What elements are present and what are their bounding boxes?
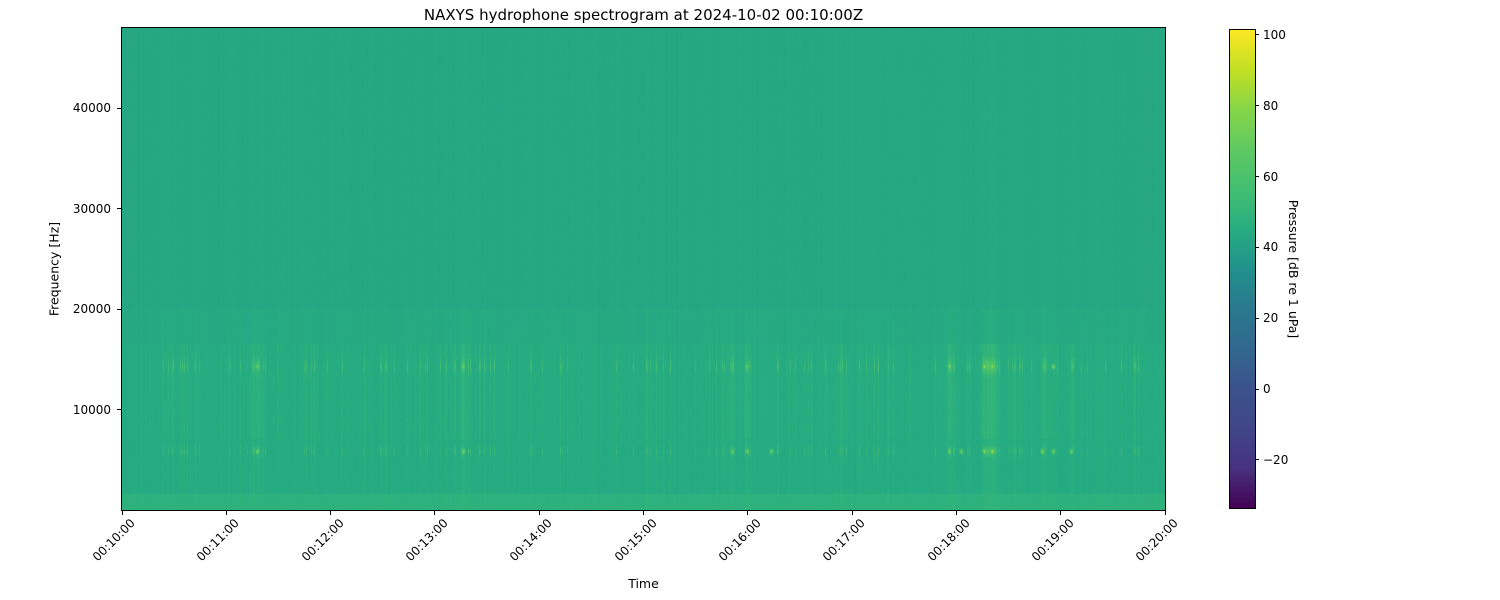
x-axis-label: Time bbox=[628, 576, 659, 591]
x-axis-tick bbox=[434, 511, 436, 515]
x-axis-tick-label: 00:20:00 bbox=[1132, 516, 1181, 565]
colorbar-tick bbox=[1255, 176, 1259, 178]
spectrogram-canvas bbox=[122, 28, 1165, 510]
x-axis-tick bbox=[538, 511, 540, 515]
x-axis-tick-label: 00:18:00 bbox=[924, 516, 973, 565]
y-axis-tick bbox=[117, 208, 121, 210]
y-axis-tick-label: 20000 bbox=[72, 302, 111, 317]
x-axis-tick bbox=[330, 511, 332, 515]
colorbar-tick-label: 0 bbox=[1263, 382, 1271, 397]
x-axis-tick-label: 00:15:00 bbox=[611, 516, 660, 565]
x-axis-tick bbox=[643, 511, 644, 515]
y-axis-tick-label: 30000 bbox=[72, 201, 111, 216]
x-axis-tick-label: 00:13:00 bbox=[402, 516, 451, 565]
y-axis-tick-label: 10000 bbox=[72, 402, 111, 417]
x-axis-tick-label: 00:17:00 bbox=[819, 516, 869, 565]
y-axis-tick bbox=[117, 409, 121, 411]
colorbar-tick-label: −20 bbox=[1263, 452, 1289, 467]
colorbar-tick bbox=[1255, 317, 1259, 319]
x-axis-tick bbox=[955, 511, 957, 515]
x-axis-tick-label: 00:14:00 bbox=[507, 516, 556, 565]
colorbar-tick-label: 100 bbox=[1263, 27, 1286, 42]
colorbar-tick-label: 20 bbox=[1263, 311, 1279, 326]
colorbar-tick-label: 60 bbox=[1263, 169, 1279, 184]
colorbar-tick bbox=[1255, 105, 1259, 107]
x-axis-tick bbox=[225, 511, 227, 515]
x-axis-tick bbox=[1164, 511, 1166, 515]
x-axis-tick-label: 00:16:00 bbox=[715, 516, 764, 565]
x-axis-tick-label: 00:10:00 bbox=[89, 516, 138, 565]
colorbar bbox=[1229, 29, 1256, 509]
colorbar-label: Pressure [dB re 1 uPa] bbox=[1286, 199, 1301, 339]
y-axis-tick bbox=[117, 308, 121, 310]
colorbar-tick bbox=[1255, 246, 1259, 248]
y-axis-tick-label: 40000 bbox=[72, 101, 111, 116]
y-axis-label: Frequency [Hz] bbox=[46, 221, 62, 317]
colorbar-tick-label: 40 bbox=[1263, 240, 1279, 255]
x-axis-tick-label: 00:12:00 bbox=[298, 516, 347, 565]
colorbar-tick bbox=[1255, 459, 1259, 461]
colorbar-tick-label: 80 bbox=[1263, 98, 1279, 113]
x-axis-tick bbox=[747, 511, 749, 515]
y-axis-tick bbox=[117, 107, 121, 109]
x-axis-tick-label: 00:19:00 bbox=[1028, 516, 1077, 565]
x-axis-tick-label: 00:11:00 bbox=[194, 516, 243, 565]
colorbar-tick bbox=[1255, 388, 1259, 390]
x-axis-tick bbox=[121, 511, 123, 515]
colorbar-tick bbox=[1255, 34, 1259, 36]
x-axis-tick bbox=[851, 511, 853, 515]
chart-title: NAXYS hydrophone spectrogram at 2024-10-… bbox=[423, 6, 864, 24]
x-axis-tick bbox=[1060, 511, 1062, 515]
